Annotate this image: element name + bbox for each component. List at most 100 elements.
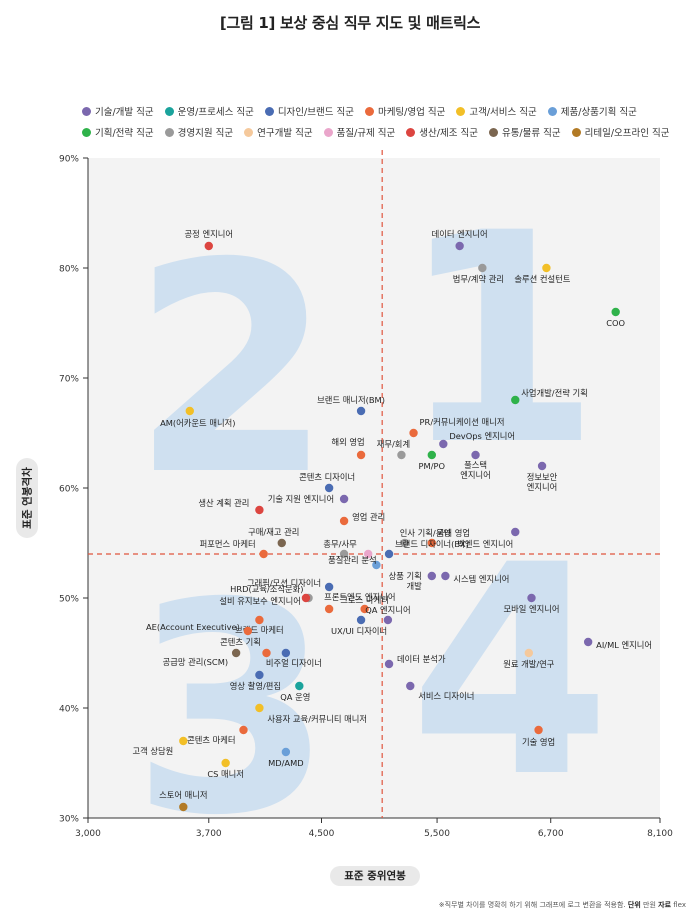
data-point bbox=[301, 593, 311, 603]
data-point-label: 퍼포먼스 마케터 bbox=[200, 539, 256, 549]
data-point-label: QA 엔지니어 bbox=[365, 605, 410, 615]
data-point bbox=[537, 461, 547, 471]
legend-label: 생산/제조 직군 bbox=[419, 128, 478, 139]
y-axis-label-pill bbox=[16, 458, 38, 538]
x-tick-label: 8,100 bbox=[647, 829, 673, 839]
legend-label: 기술/개발 직군 bbox=[95, 107, 154, 118]
data-point bbox=[255, 505, 264, 515]
data-point-label: UX/UI 디자이너 bbox=[331, 626, 387, 636]
footnote-source-value: flex bbox=[673, 901, 686, 909]
data-point bbox=[427, 450, 437, 460]
data-point bbox=[439, 439, 448, 449]
legend-label: 품질/규제 직군 bbox=[336, 128, 396, 139]
legend-item: 제품/상품기획 직군 bbox=[547, 104, 637, 118]
x-tick-label: 6,700 bbox=[538, 829, 564, 839]
legend-swatch bbox=[456, 106, 466, 116]
data-point bbox=[383, 615, 393, 625]
legend-swatch bbox=[364, 106, 374, 116]
data-point bbox=[324, 604, 334, 614]
legend-item: 유통/물류 직군 bbox=[488, 125, 561, 139]
data-point-label: COO bbox=[606, 318, 625, 328]
data-point-label: 해외 영업 bbox=[331, 437, 364, 447]
data-point-label: 국내 영업 bbox=[437, 528, 470, 538]
x-tick-label: 5,500 bbox=[424, 829, 450, 839]
legend-item: 품질/규제 직군 bbox=[323, 125, 396, 139]
data-point bbox=[400, 538, 409, 548]
quadrant-number-2: 2 bbox=[131, 202, 333, 539]
y-axis-label: 표준 연봉격차 bbox=[21, 467, 34, 529]
data-point bbox=[255, 615, 264, 625]
data-point bbox=[239, 725, 248, 735]
y-tick-label: 90% bbox=[59, 155, 79, 165]
data-point bbox=[441, 571, 450, 581]
data-point bbox=[542, 263, 551, 273]
quadrant-number-4: 4 bbox=[409, 504, 611, 841]
data-point-label: 사용자 교육/커뮤니티 매니저 bbox=[267, 714, 367, 724]
legend-item: 기술/개발 직군 bbox=[82, 104, 154, 118]
data-point-label: 사업개발/전략 기획 bbox=[521, 388, 588, 398]
data-point bbox=[471, 450, 480, 460]
footnote-note: ※직무별 차이를 명확히 하기 위해 그래프에 로그 변환을 적용함. bbox=[438, 901, 626, 909]
data-point bbox=[259, 549, 268, 559]
data-point-label: 솔루션 컨설턴트 bbox=[514, 274, 570, 284]
data-point-label: 공정 엔지니어 bbox=[185, 229, 233, 239]
data-point-label: 브랜드 마케터 bbox=[235, 625, 283, 635]
data-point bbox=[455, 241, 464, 251]
data-point bbox=[409, 428, 418, 438]
data-point-label: 그로스 마케터 bbox=[340, 595, 388, 605]
data-point-label: 인사 기획/운영 bbox=[400, 528, 451, 538]
data-point-label: 원료 개발/연구 bbox=[503, 659, 555, 669]
y-tick-label: 70% bbox=[59, 375, 79, 385]
data-point-label: 스토어 매니저 bbox=[159, 790, 207, 800]
legend-swatch bbox=[82, 127, 91, 137]
data-point-label: 고객 상담원 bbox=[133, 746, 174, 756]
data-point bbox=[372, 560, 381, 570]
legend-item: 리테일/오프라인 직군 bbox=[571, 125, 670, 139]
plot-area bbox=[88, 158, 660, 818]
legend-swatch bbox=[82, 106, 91, 116]
data-point bbox=[534, 725, 543, 735]
data-point-label: 총무/사무 bbox=[323, 539, 357, 549]
data-point bbox=[527, 593, 536, 603]
data-point-label: 서비스 디자이너 bbox=[418, 691, 474, 701]
legend-label: 마케팅/영업 직군 bbox=[377, 107, 446, 118]
data-point bbox=[397, 450, 406, 460]
data-point bbox=[221, 758, 230, 768]
data-point-label: 구매/재고 관리 bbox=[248, 527, 299, 537]
footnote-unit-value: 만원 bbox=[643, 901, 656, 909]
data-point-label: 백엔드 엔지니어 bbox=[457, 539, 513, 549]
legend-label: 디자인/브랜드 직군 bbox=[277, 107, 354, 118]
data-point bbox=[356, 450, 366, 460]
legend-item: 운영/프로세스 직군 bbox=[164, 104, 254, 118]
legend-swatch bbox=[406, 127, 416, 137]
data-point bbox=[255, 670, 264, 680]
data-point bbox=[179, 802, 188, 812]
x-axis-label: 표준 중위연봉 bbox=[330, 866, 420, 886]
legend-item: 디자인/브랜드 직군 bbox=[264, 104, 354, 118]
data-point bbox=[611, 307, 620, 317]
data-point bbox=[204, 241, 213, 251]
data-point-label: CS 매니저 bbox=[207, 769, 244, 779]
data-point-label: 콘텐츠 기획 bbox=[220, 637, 261, 647]
data-point bbox=[583, 637, 593, 647]
data-point bbox=[360, 604, 369, 614]
data-point-label: AI/ML 엔지니어 bbox=[596, 640, 652, 650]
data-point-label: 설비 유지보수 엔지니어 bbox=[219, 596, 301, 606]
legend-label: 경영지원 직군 bbox=[177, 128, 234, 139]
data-point-label: 콘텐츠 마케터 bbox=[187, 735, 235, 745]
data-point-label: PR/커뮤니케이션 매니저 bbox=[420, 417, 505, 427]
data-point bbox=[277, 538, 286, 548]
data-point-label: 풀스택 엔지니어 bbox=[460, 460, 491, 480]
data-point-label: 재무/회계 bbox=[377, 439, 410, 449]
data-point-label: 생산 계획 관리 bbox=[198, 498, 249, 508]
data-point bbox=[179, 736, 188, 746]
data-point bbox=[478, 263, 487, 273]
data-point-label: AM(어카운트 매니저) bbox=[160, 418, 235, 428]
data-point bbox=[281, 747, 291, 757]
data-point bbox=[324, 483, 334, 493]
data-point bbox=[281, 648, 291, 658]
data-point bbox=[231, 648, 241, 658]
legend-item: 경영지원 직군 bbox=[164, 125, 234, 139]
